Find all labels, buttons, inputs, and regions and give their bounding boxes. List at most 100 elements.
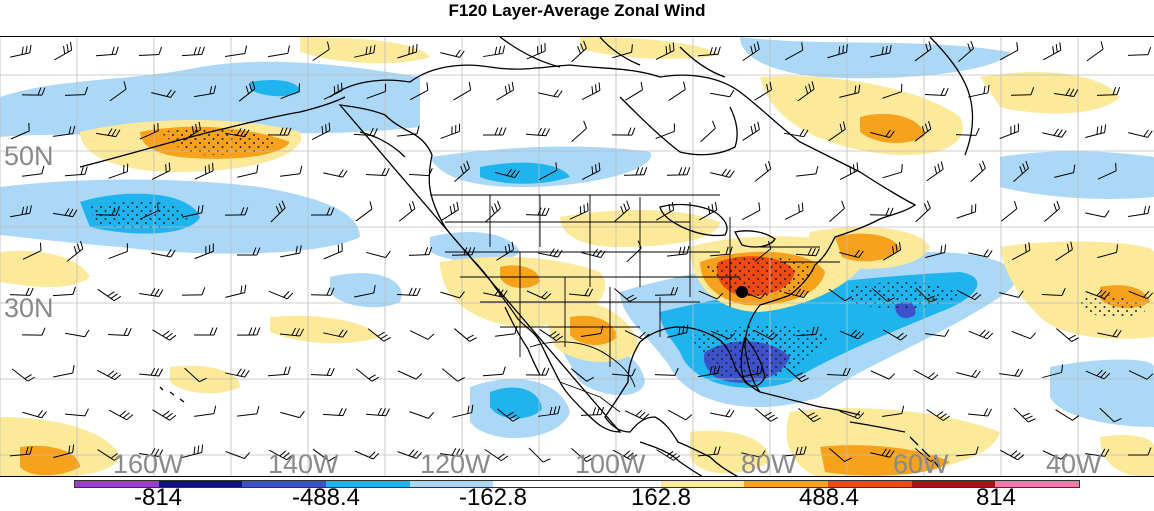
wind-barb [914, 121, 932, 142]
wind-barb [323, 82, 343, 100]
wind-barb [366, 250, 391, 259]
colorbar-segment [493, 481, 578, 487]
wind-barb [958, 40, 975, 62]
wind-barb [1099, 407, 1122, 423]
wind-barb [268, 449, 294, 461]
wind-barb [999, 368, 1024, 377]
colorbar-segment [326, 481, 410, 487]
station-marker[interactable] [736, 286, 748, 298]
wind-barb [655, 123, 675, 140]
wind-barb [581, 325, 604, 337]
wind-barb [9, 287, 34, 296]
colorbar-label: 162.8 [630, 484, 692, 511]
wind-barb [924, 87, 949, 96]
wind-barb [323, 169, 348, 178]
wind-barb [955, 127, 980, 136]
wind-barb [397, 126, 420, 137]
colorbar-segment [911, 481, 996, 487]
wind-barb [956, 289, 982, 301]
wind-barb [968, 84, 990, 98]
wind-barb [753, 329, 779, 341]
wind-barb [237, 405, 260, 417]
wind-barb [829, 448, 852, 462]
wind-barb [525, 207, 550, 216]
wind-barb [699, 202, 718, 221]
wind-barb [870, 370, 896, 380]
wind-barb [1041, 288, 1066, 297]
wind-barb [225, 368, 250, 378]
map-title: F120 Layer-Average Zonal Wind [448, 1, 706, 20]
lon-label-140w: 140W [268, 449, 339, 477]
wind-barb [409, 330, 435, 340]
shaded-wind-field [0, 37, 1154, 476]
wind-barb [569, 202, 589, 220]
wind-barb [151, 249, 176, 258]
wind-barb [915, 287, 938, 303]
colorbar-segment [158, 481, 243, 487]
wind-barb [754, 81, 772, 101]
wind-barb [882, 405, 905, 417]
wind-barb [999, 290, 1024, 298]
wind-barb [1097, 244, 1118, 259]
wind-barb [1042, 450, 1068, 460]
wind-barb [656, 449, 681, 461]
wind-barb [655, 42, 675, 60]
wind-barb [454, 328, 477, 342]
wind-barb [354, 450, 380, 460]
wind-barb [869, 207, 894, 216]
wind-barb [870, 448, 895, 458]
wind-barb [139, 448, 164, 457]
wind-barb [1013, 407, 1036, 423]
wind-barb [1128, 129, 1153, 138]
wind-barb [181, 46, 205, 57]
state-borders [430, 194, 840, 413]
wind-barb [538, 89, 563, 98]
lon-label-120w: 120W [420, 449, 491, 477]
wind-barb [280, 83, 300, 100]
wind-barb [10, 122, 30, 140]
wind-barb [839, 329, 865, 340]
wind-barb [826, 367, 851, 376]
wind-barb [623, 167, 648, 176]
wind-barb [1054, 164, 1076, 178]
wind-barb [484, 448, 509, 462]
wind-barb [741, 202, 761, 221]
wind-barb [397, 43, 418, 59]
wind-barb [1011, 330, 1037, 340]
wind-barb [700, 120, 716, 143]
wind-barb [538, 248, 563, 258]
wind-barb [538, 162, 558, 181]
wind-barb [151, 89, 176, 98]
wind-barb [709, 246, 733, 257]
wind-barb [956, 203, 977, 219]
wind-barb [139, 288, 164, 298]
wind-barb [95, 46, 119, 57]
wind-barb [1056, 328, 1079, 342]
wind-barb [1097, 162, 1117, 180]
wind-barb [495, 325, 518, 337]
map-canvas[interactable] [0, 37, 1154, 477]
wind-barb [310, 287, 335, 296]
wind-barb [710, 409, 735, 418]
wind-barb [883, 241, 902, 261]
wind-barb [409, 82, 429, 101]
wind-barb [353, 127, 378, 137]
wind-barb [107, 327, 132, 336]
wind-barb [828, 121, 846, 142]
wind-barb [784, 288, 809, 299]
wind-barb [581, 162, 601, 180]
wind-barb [54, 42, 73, 61]
wind-barb [925, 244, 947, 258]
map-panel[interactable]: 50N 30N 160W 140W 120W 100W 80W 60W 40W [0, 36, 1154, 477]
wind-barb [870, 45, 892, 58]
wind-barb [571, 448, 594, 463]
wind-barb [440, 291, 465, 299]
color-bar [74, 480, 1080, 488]
wind-barb [797, 81, 815, 102]
wind-barb [525, 367, 550, 376]
wind-barb [656, 201, 675, 221]
wind-barb [139, 122, 159, 140]
wind-barb [483, 288, 508, 298]
wind-barb [311, 122, 331, 140]
wind-barb [366, 83, 387, 99]
